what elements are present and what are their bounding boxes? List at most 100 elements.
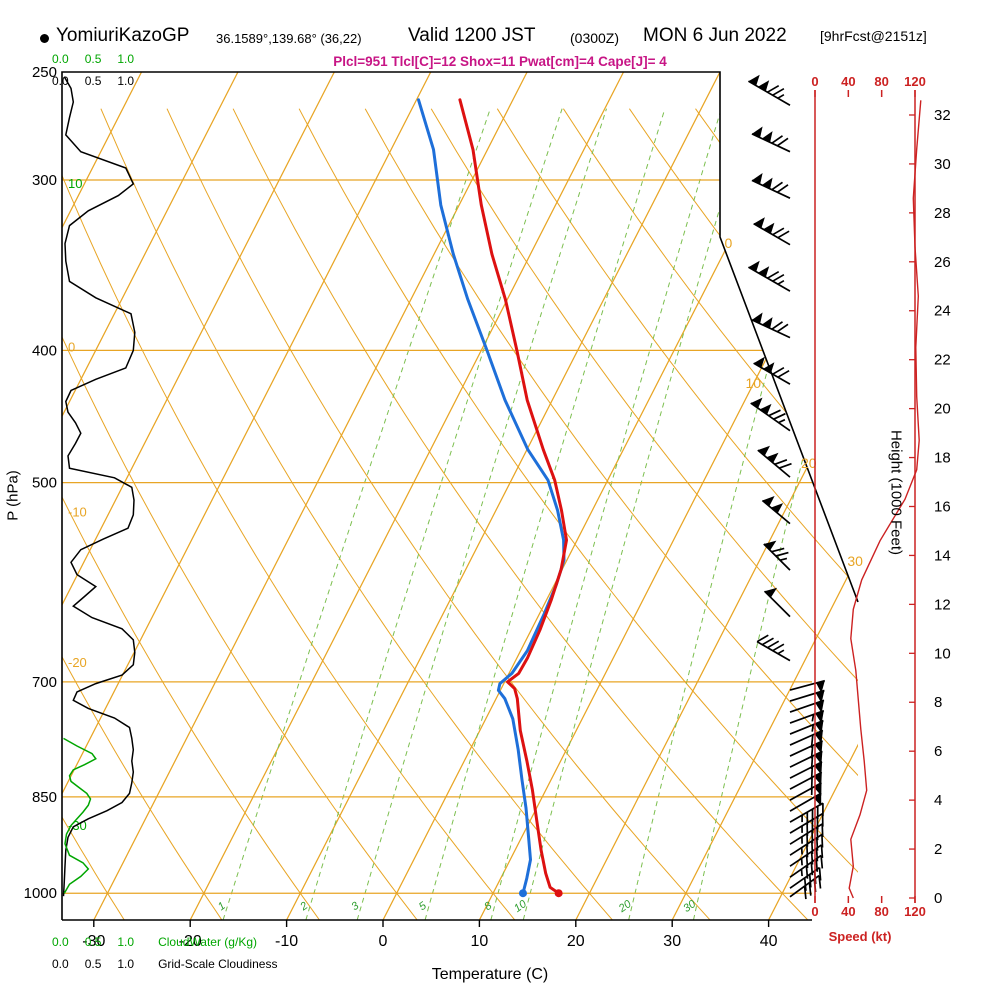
- valid-date: MON 6 Jun 2022: [643, 25, 787, 46]
- cloudiness-profile: [62, 76, 136, 897]
- svg-text:30: 30: [934, 156, 951, 173]
- dry-adiabat-grid: [62, 108, 858, 920]
- svg-text:1000: 1000: [24, 885, 57, 902]
- wind-barb-column: [747, 74, 826, 900]
- svg-text:28: 28: [934, 205, 951, 222]
- svg-text:2: 2: [934, 841, 942, 858]
- svg-text:6: 6: [934, 743, 942, 760]
- pressure-tick-labels: 250 300 400 500 700 850 1000: [24, 64, 57, 902]
- scale-value: 0.0: [52, 74, 69, 88]
- svg-text:-10: -10: [275, 933, 298, 950]
- speed-axis-label: Speed (kt): [828, 929, 892, 944]
- scale-value: 1.0: [117, 957, 135, 971]
- svg-text:400: 400: [32, 342, 57, 359]
- temperature-tick-labels: -30 -20 -10 0 10 20 30 40: [82, 920, 778, 950]
- svg-text:300: 300: [32, 172, 57, 189]
- cloud iness-top-scale: 0.0 0.5 1.0: [52, 74, 134, 88]
- svg-text:40: 40: [760, 933, 778, 950]
- speed-axis: [814, 90, 916, 903]
- svg-text:14: 14: [934, 547, 951, 564]
- svg-text:850: 850: [32, 789, 57, 806]
- svg-text:0: 0: [68, 339, 75, 354]
- scale-value: 0.0: [52, 52, 69, 66]
- svg-text:120: 120: [904, 74, 926, 89]
- scale-value: 0.5: [84, 935, 102, 949]
- cloudiness-bottom-scale: 0.0 0.5 1.0 Grid-Scale Cloudiness: [52, 957, 277, 971]
- svg-text:16: 16: [934, 498, 951, 515]
- svg-text:20: 20: [801, 455, 817, 471]
- svg-text:-20: -20: [68, 655, 87, 670]
- scale-value: 0.0: [52, 957, 69, 971]
- forecast-info: [9hrFcst@2151z]: [820, 28, 927, 44]
- svg-text:30: 30: [663, 933, 681, 950]
- station-name: YomiuriKazoGP: [56, 25, 190, 46]
- svg-text:24: 24: [934, 303, 951, 320]
- svg-text:32: 32: [934, 107, 951, 124]
- svg-text:40: 40: [841, 904, 855, 919]
- svg-text:1: 1: [216, 900, 228, 913]
- svg-text:10: 10: [512, 898, 530, 915]
- scale-value: 0.5: [84, 74, 102, 88]
- svg-text:-10: -10: [68, 505, 87, 520]
- svg-text:20: 20: [616, 898, 634, 916]
- cloudwater-top-scale: 0.0 0.5 1.0: [52, 52, 134, 66]
- svg-text:-30: -30: [82, 933, 105, 950]
- svg-text:120: 120: [904, 904, 926, 919]
- height-axis-label: Height (1000 Feet): [887, 429, 905, 556]
- scale-value: 1.0: [117, 52, 135, 66]
- edge-isotherm-labels: 0 10 20 30: [725, 235, 864, 569]
- valid-time-zulu: (0300Z): [570, 30, 620, 46]
- svg-text:500: 500: [32, 475, 57, 492]
- left-adiabat-labels: 100-10-20-30: [68, 176, 87, 833]
- isobar-grid: [62, 179, 812, 894]
- speed-tick-labels: 0 0 40 40 80 80 120 120: [811, 74, 925, 919]
- cloudwater-legend-label: CloudWater (g/Kg): [158, 935, 257, 949]
- valid-time: Valid 1200 JST: [408, 25, 536, 46]
- svg-text:10: 10: [746, 375, 762, 391]
- isotherm-grid: [62, 72, 858, 920]
- scale-value: 1.0: [117, 74, 135, 88]
- svg-text:10: 10: [68, 176, 82, 191]
- surface-temperature-dot: [554, 889, 563, 898]
- svg-text:30: 30: [847, 553, 863, 569]
- svg-text:80: 80: [874, 74, 888, 89]
- cloudwater-bottom-scale: 0.0 0.5 1.0 CloudWater (g/Kg): [52, 935, 257, 949]
- svg-text:10: 10: [471, 933, 489, 950]
- svg-text:-20: -20: [179, 933, 202, 950]
- scale-value: 0.5: [84, 957, 102, 971]
- background-grid: [62, 72, 858, 920]
- scale-value: 0.5: [84, 52, 102, 66]
- temperature-axis-label: Temperature (C): [431, 966, 549, 983]
- svg-text:80: 80: [874, 904, 888, 919]
- station-coords: 36.1589°,139.68° (36,22): [216, 31, 362, 46]
- temperature-curve: [458, 98, 568, 895]
- svg-text:0: 0: [725, 235, 733, 251]
- plot-border: [61, 71, 859, 921]
- svg-text:30: 30: [681, 898, 699, 915]
- cloudiness-legend-label: Grid-Scale Cloudiness: [158, 957, 278, 971]
- svg-text:4: 4: [934, 792, 942, 809]
- svg-text:250: 250: [32, 64, 57, 81]
- surface-dewpoint-dot: [518, 889, 527, 898]
- dewpoint-curve: [417, 98, 566, 895]
- svg-text:10: 10: [934, 645, 951, 662]
- svg-text:12: 12: [934, 596, 951, 613]
- svg-text:2: 2: [297, 900, 310, 914]
- svg-text:26: 26: [934, 254, 951, 271]
- svg-text:0: 0: [934, 890, 942, 907]
- svg-text:0: 0: [379, 933, 388, 950]
- svg-text:20: 20: [934, 401, 951, 418]
- sounding-parameters: Plcl=951 Tlcl[C]=12 Shox=11 Pwat[cm]=4 C…: [333, 54, 667, 69]
- svg-text:0: 0: [811, 904, 818, 919]
- svg-text:700: 700: [32, 674, 57, 691]
- mixing-ratio-labels: 1 2 3 5 8 10 20 30: [216, 898, 699, 916]
- station-bullet-icon: [40, 34, 49, 43]
- svg-text:8: 8: [934, 694, 942, 711]
- scale-value: 0.0: [52, 935, 69, 949]
- scale-value: 1.0: [117, 935, 135, 949]
- svg-text:22: 22: [934, 352, 951, 369]
- pressure-axis-label: P (hPa): [4, 470, 22, 521]
